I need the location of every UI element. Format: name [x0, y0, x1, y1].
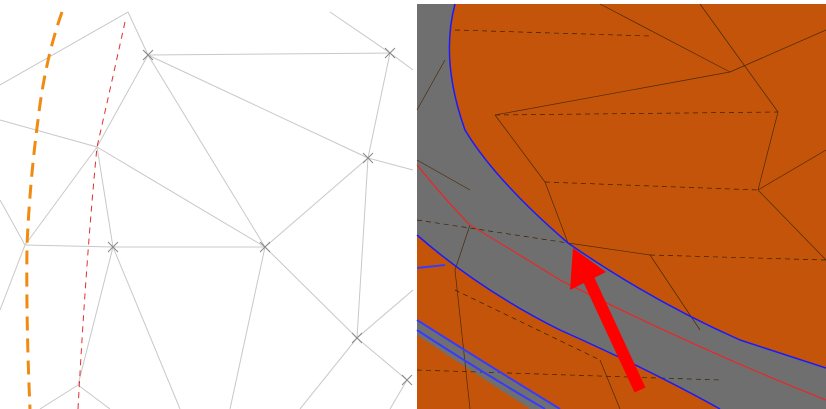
inner-blue-edge	[416, 234, 721, 409]
outer-blue-edge	[448, 3, 826, 369]
left-mesh-view	[0, 0, 414, 409]
mesh-lines	[0, 11, 414, 409]
solid-edges	[416, 3, 826, 409]
lower-blue-edges	[416, 264, 561, 409]
red-curve	[416, 164, 826, 401]
red-arrow	[570, 248, 646, 393]
dashed-edges	[416, 29, 826, 381]
red-dashed-curve	[77, 21, 126, 409]
vertex-markers	[107, 47, 413, 386]
left-background	[0, 0, 413, 409]
orange-dashed-curve	[25, 11, 64, 409]
right-mesh-view	[416, 3, 826, 409]
